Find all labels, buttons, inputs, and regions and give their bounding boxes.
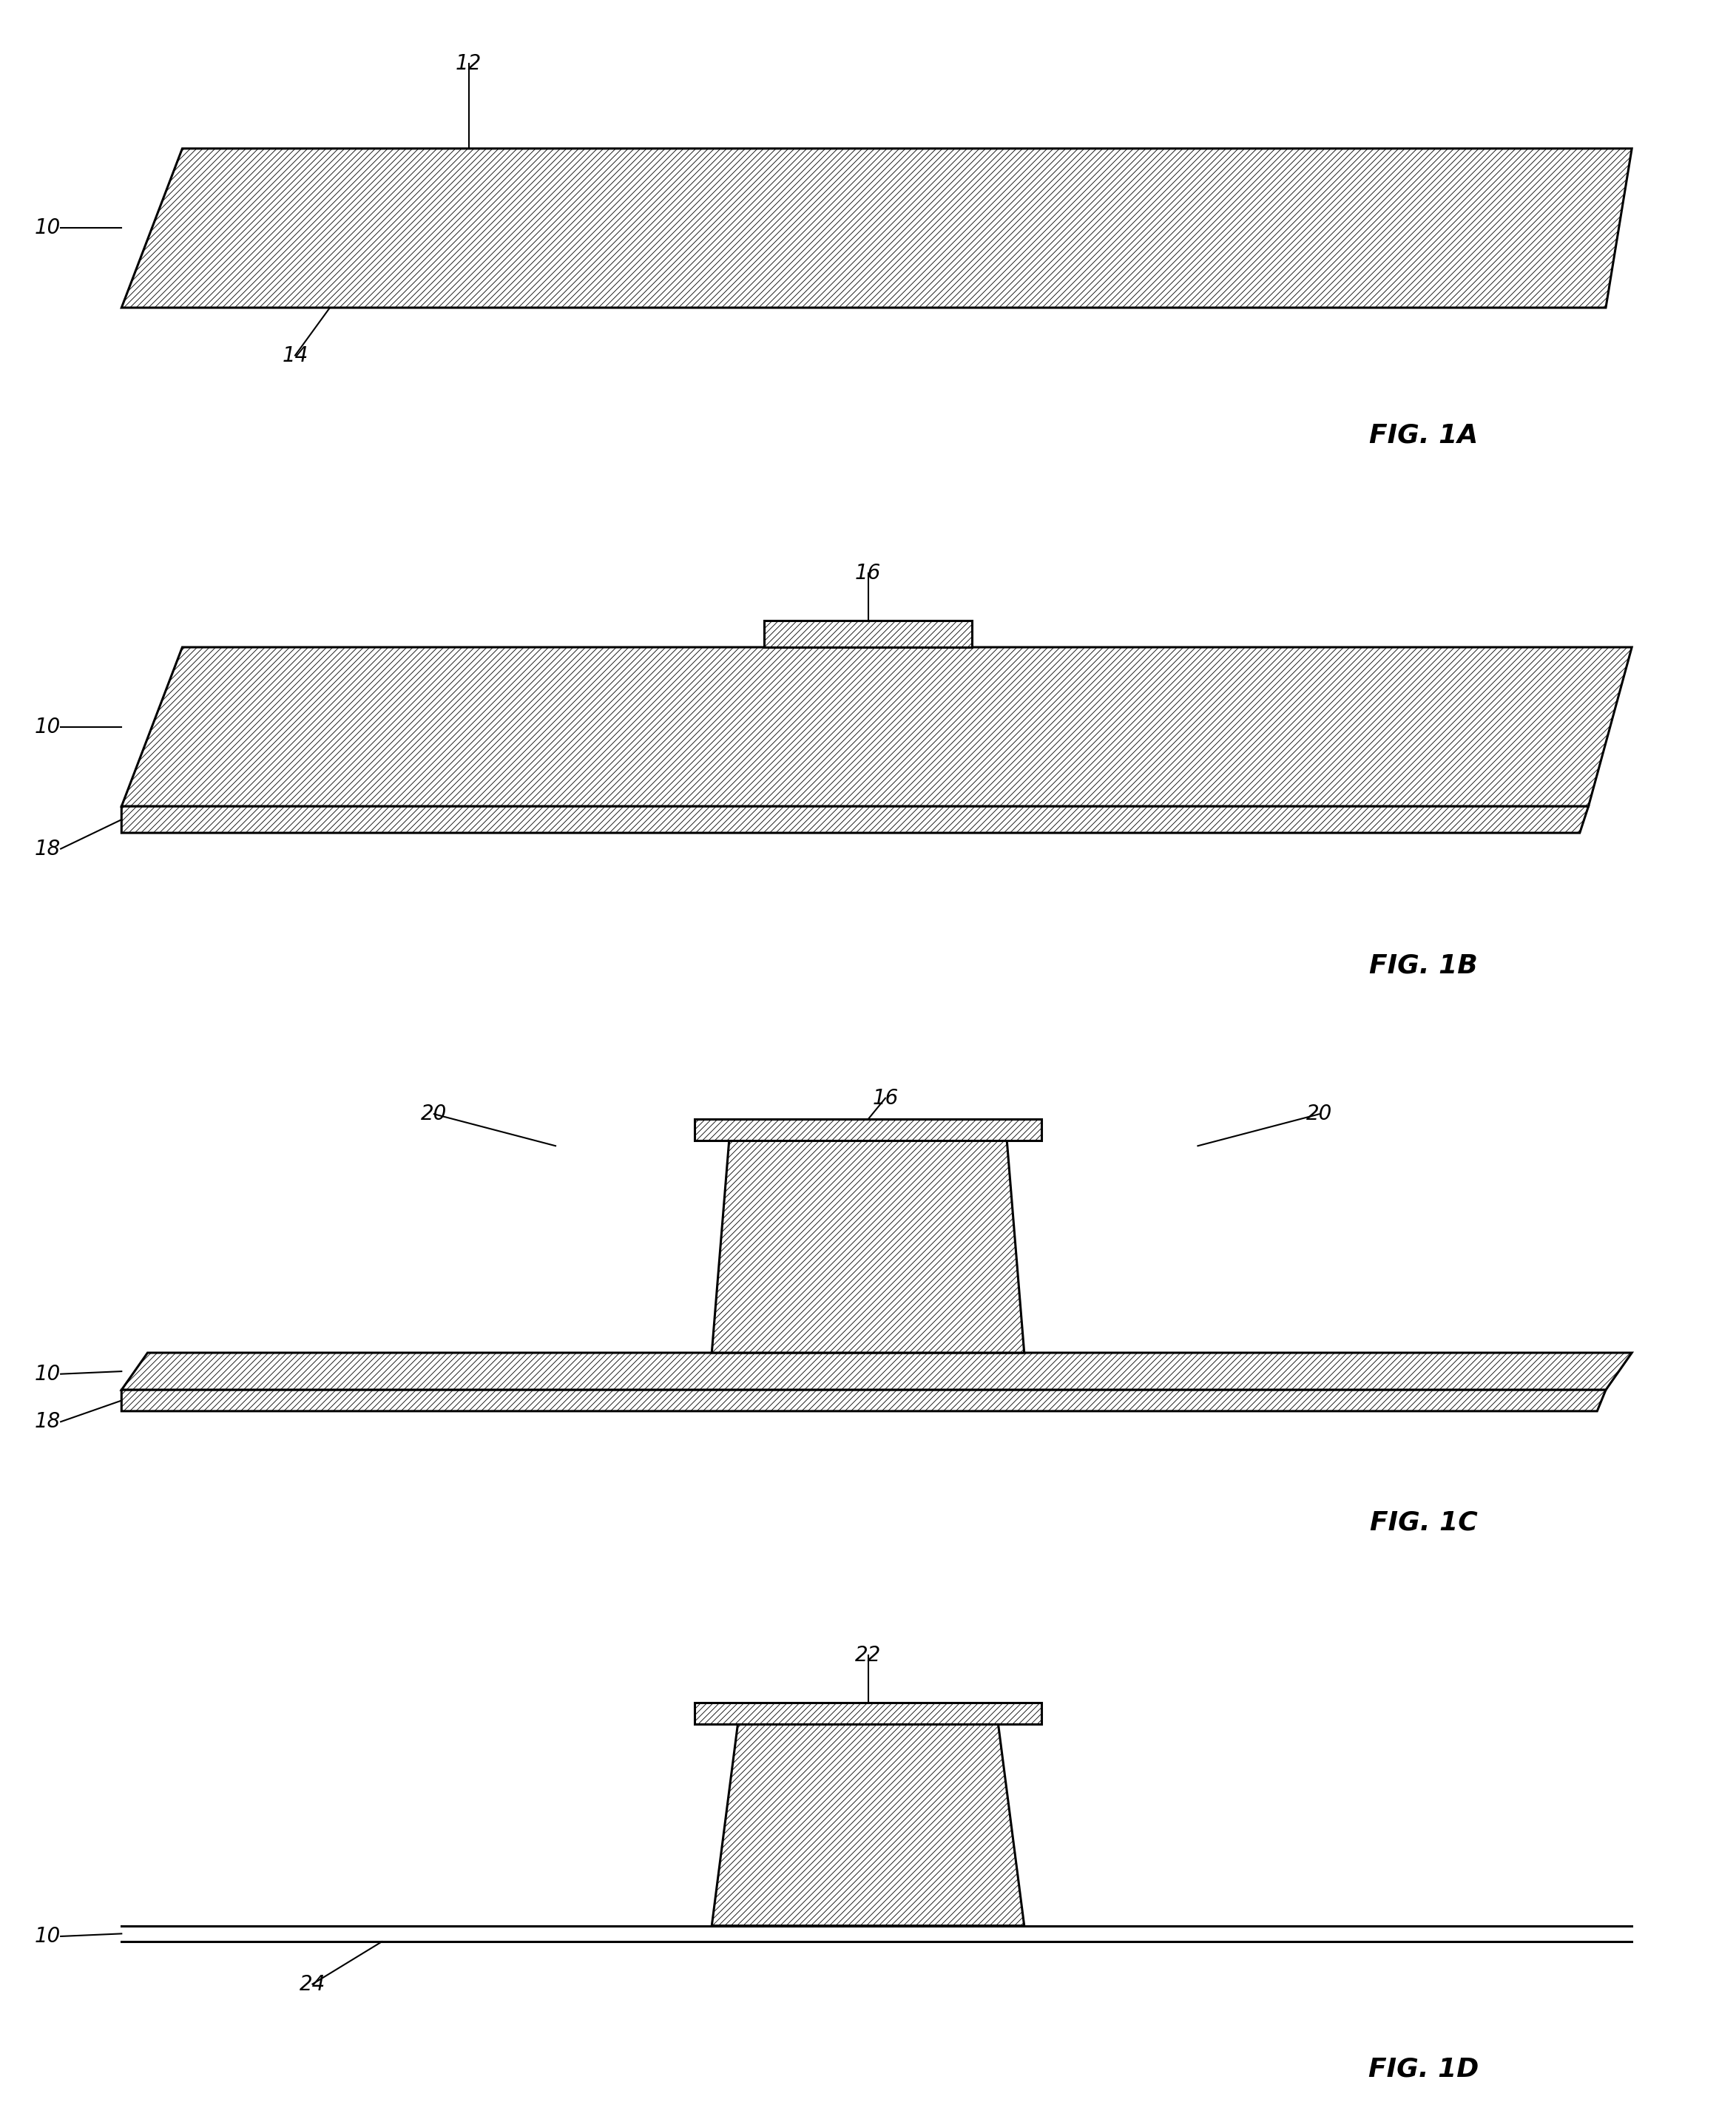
Polygon shape [122,806,1588,832]
Text: 18: 18 [35,1411,61,1432]
Text: 24: 24 [299,1973,326,1995]
Text: 12: 12 [455,53,483,74]
Text: 16: 16 [854,562,882,584]
Text: 10: 10 [35,219,61,238]
Text: FIG. 1D: FIG. 1D [1368,2056,1479,2082]
Text: 10: 10 [35,1364,61,1384]
Text: FIG. 1C: FIG. 1C [1370,1511,1477,1534]
Text: 20: 20 [1305,1103,1333,1125]
Polygon shape [122,1390,1606,1411]
Text: 18: 18 [35,838,61,859]
Text: 20: 20 [420,1103,448,1125]
Polygon shape [712,1142,1024,1354]
Text: 10: 10 [35,1927,61,1946]
Bar [694,1702,1042,1723]
Text: 10: 10 [35,717,61,736]
Polygon shape [122,1354,1632,1390]
Polygon shape [122,149,1632,308]
Text: 14: 14 [281,346,309,365]
Text: FIG. 1A: FIG. 1A [1370,422,1477,448]
Bar [764,620,972,647]
Text: 22: 22 [854,1645,882,1666]
Polygon shape [122,647,1632,806]
Text: FIG. 1B: FIG. 1B [1370,953,1477,978]
Polygon shape [712,1723,1024,1927]
Text: 16: 16 [871,1089,899,1108]
Bar [694,1120,1042,1142]
